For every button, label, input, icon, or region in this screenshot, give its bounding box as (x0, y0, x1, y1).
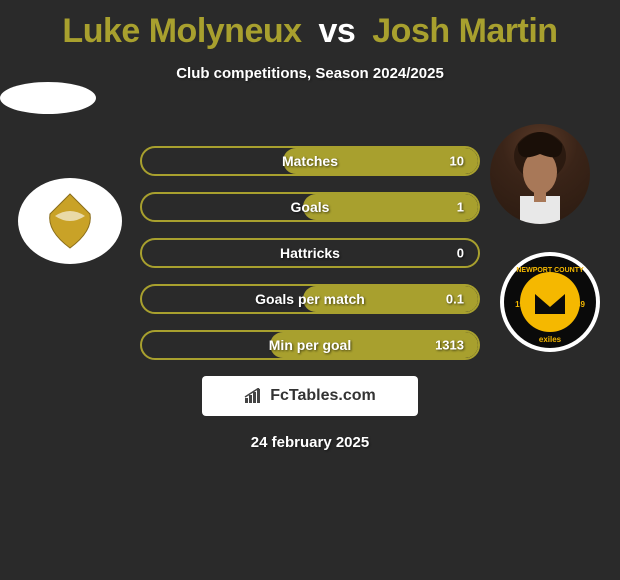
stat-label: Matches (282, 153, 338, 169)
stat-value: 0 (457, 246, 464, 261)
stats-container: Matches 10 Goals 1 Hattricks 0 Goals per match… (0, 146, 620, 451)
stat-value: 10 (450, 154, 464, 169)
player1-photo-placeholder (0, 82, 96, 114)
player1-name: Luke Molyneux (62, 12, 301, 50)
stat-label: Goals (291, 199, 330, 215)
comparison-title: Luke Molyneux vs Josh Martin (0, 0, 620, 51)
bars-icon (244, 388, 264, 404)
stat-label: Hattricks (280, 245, 340, 261)
stat-row: Min per goal 1313 (140, 330, 480, 360)
player2-name: Josh Martin (372, 12, 557, 50)
subtitle: Club competitions, Season 2024/2025 (0, 65, 620, 82)
stat-row: Goals 1 (140, 192, 480, 222)
brand-box: FcTables.com (202, 376, 418, 416)
stat-value: 0.1 (446, 292, 464, 307)
stat-row: Goals per match 0.1 (140, 284, 480, 314)
brand-text: FcTables.com (270, 387, 376, 405)
stat-value: 1313 (435, 338, 464, 353)
stat-label: Goals per match (255, 291, 365, 307)
vs-separator: vs (318, 12, 355, 50)
stat-row: Hattricks 0 (140, 238, 480, 268)
stat-row: Matches 10 (140, 146, 480, 176)
stat-value: 1 (457, 200, 464, 215)
stat-label: Min per goal (269, 337, 351, 353)
date-text: 24 february 2025 (0, 434, 620, 451)
